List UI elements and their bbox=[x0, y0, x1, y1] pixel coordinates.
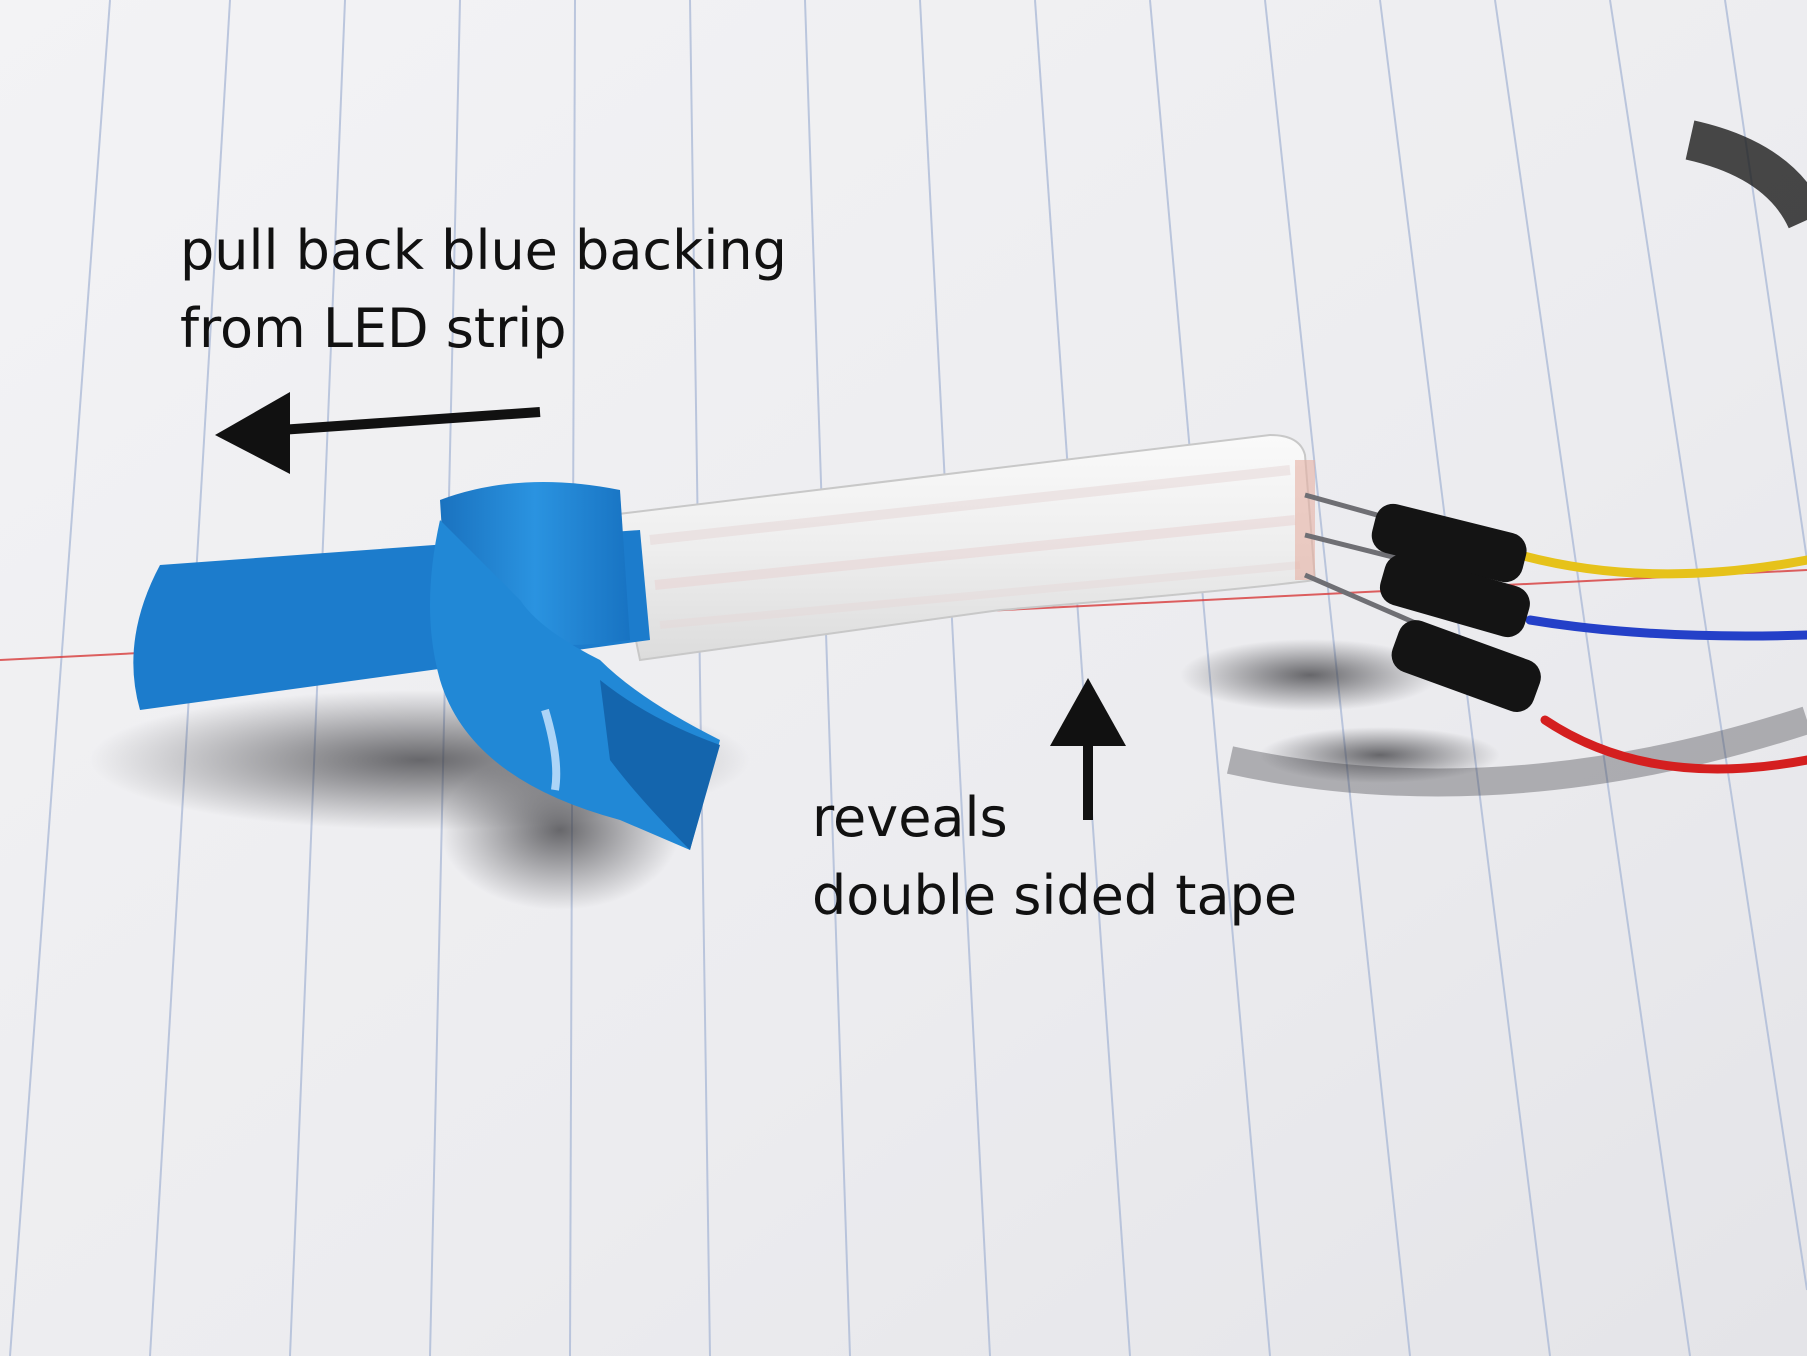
arrow-left-icon bbox=[215, 392, 541, 474]
arrow-up-icon bbox=[1050, 678, 1126, 820]
jumper-wires bbox=[1515, 550, 1807, 774]
reveals-tape-caption: reveals double sided tape bbox=[812, 779, 1297, 935]
reveals-tape-line-2: double sided tape bbox=[812, 864, 1298, 927]
blue-backing bbox=[133, 482, 720, 850]
reveals-tape-line-1: reveals bbox=[812, 786, 1008, 849]
pull-backing-line-1: pull back blue backing bbox=[180, 219, 787, 282]
led-strip bbox=[608, 433, 1317, 662]
pull-backing-line-2: from LED strip bbox=[180, 297, 567, 360]
pull-backing-caption: pull back blue backing from LED strip bbox=[180, 212, 787, 368]
jumper-connectors bbox=[1371, 503, 1541, 712]
